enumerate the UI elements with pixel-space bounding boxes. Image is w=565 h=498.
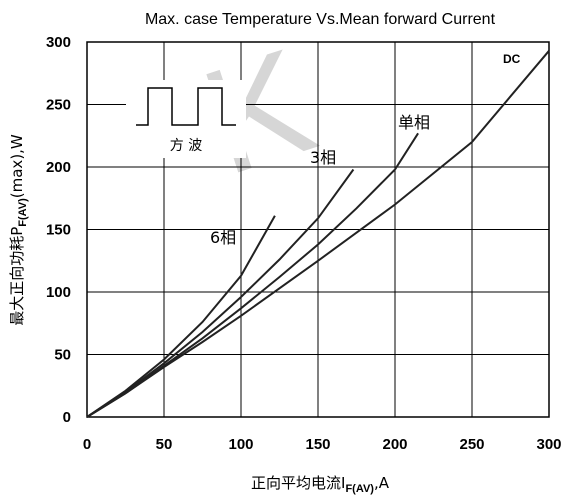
series-label-0: 6相: [210, 228, 236, 247]
y-tick-label: 250: [46, 97, 71, 114]
chart-title: Max. case Temperature Vs.Mean forward Cu…: [145, 11, 496, 28]
series-line-0: [86, 215, 276, 418]
square-wave-icon: [136, 87, 236, 126]
waveform-background: [126, 80, 246, 158]
series-label-1: 3相: [310, 148, 336, 167]
series-label-3: DC: [503, 52, 521, 66]
y-tick-label: 100: [46, 284, 71, 301]
series-group: 6相 3相 单相 DC: [86, 50, 550, 418]
x-ticks: 0 50 100 150 200 250 300: [83, 436, 562, 453]
waveform-label: 方 波: [170, 138, 202, 154]
series-line-3: [86, 50, 550, 418]
x-tick-label: 200: [382, 436, 407, 453]
y-tick-label: 150: [46, 222, 71, 239]
y-ticks: 0 50 100 150 200 250 300: [46, 34, 71, 426]
x-tick-label: 300: [536, 436, 561, 453]
y-tick-label: 200: [46, 159, 71, 176]
series-label-2: 单相: [398, 113, 430, 132]
x-tick-label: 0: [83, 436, 91, 453]
x-tick-label: 250: [459, 436, 484, 453]
waveform-inset: 方 波: [126, 80, 246, 158]
x-tick-label: 50: [156, 436, 173, 453]
grid: [87, 42, 549, 417]
x-tick-label: 150: [305, 436, 330, 453]
y-tick-label: 0: [63, 409, 71, 426]
y-tick-label: 300: [46, 34, 71, 51]
y-axis-label: 最大正向功耗PF(AV)(max),W: [8, 134, 29, 326]
y-tick-label: 50: [54, 347, 71, 364]
x-tick-label: 100: [228, 436, 253, 453]
plot-frame: [86, 41, 550, 418]
series-line-1: [86, 168, 355, 418]
x-axis-label: 正向平均电流IF(AV),A: [251, 474, 390, 495]
